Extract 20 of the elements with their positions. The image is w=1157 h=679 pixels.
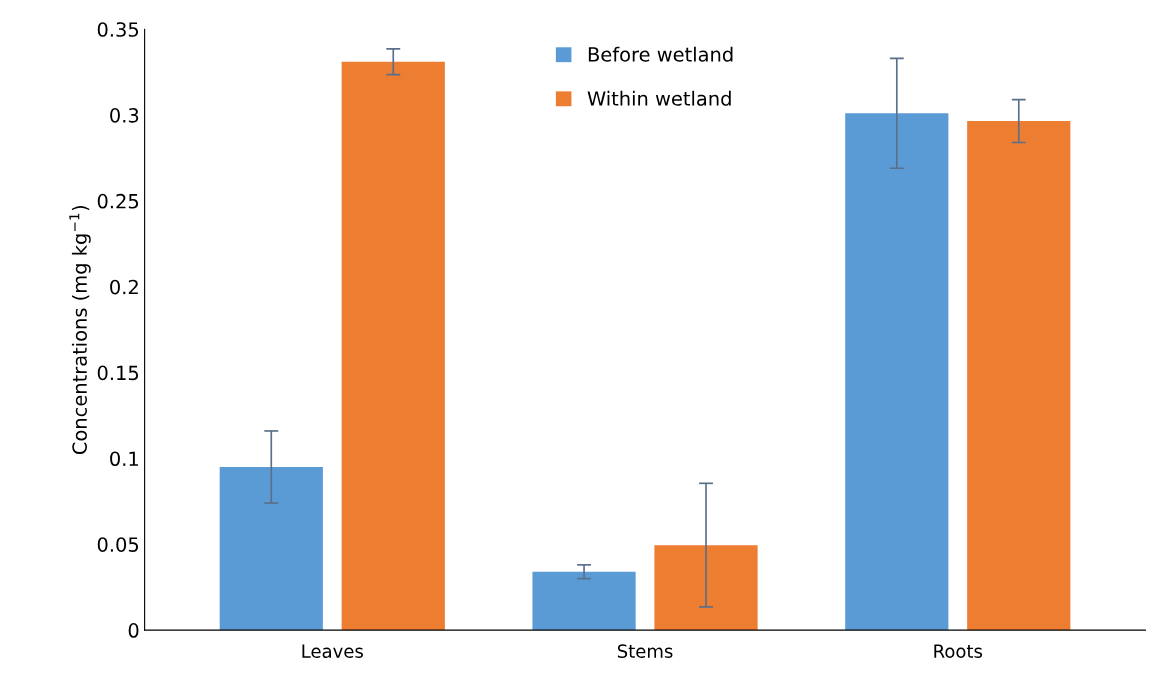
bar — [219, 467, 323, 631]
y-tick-label: 0.1 — [110, 451, 138, 467]
y-tick-label: 0.2 — [110, 279, 138, 295]
y-tick-label: 0.25 — [97, 193, 139, 209]
x-tick-label: Roots — [934, 644, 983, 658]
legend-label: Before wetland — [588, 46, 733, 62]
y-tick-label: 0.3 — [110, 108, 139, 123]
y-tick-label: 0 — [128, 623, 139, 638]
y-tick-label: 0.35 — [97, 22, 139, 37]
bar — [967, 121, 1071, 631]
x-tick-label: Stems — [617, 644, 673, 658]
y-tick-label: 0.05 — [97, 537, 139, 552]
legend-label: Within wetland — [587, 90, 731, 106]
bar — [654, 545, 758, 631]
bar — [845, 113, 949, 631]
x-tick-label: Leaves — [302, 644, 363, 658]
bar — [341, 61, 445, 631]
bar — [532, 571, 636, 631]
y-tick-label: 0.15 — [97, 365, 139, 381]
y-axis-title: Concentrations (mg kg$^{−1}$) — [69, 205, 91, 455]
